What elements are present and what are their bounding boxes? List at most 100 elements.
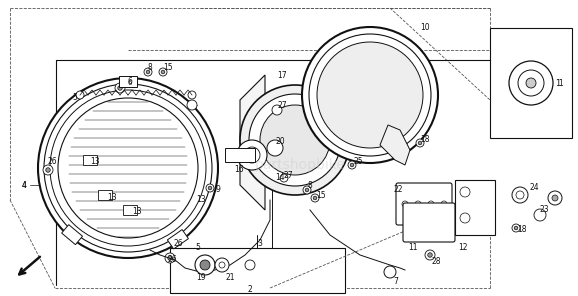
Text: 8: 8 [148,64,153,73]
Circle shape [146,70,150,74]
FancyBboxPatch shape [396,183,452,225]
Text: partshopbike: partshopbike [254,158,346,172]
Circle shape [46,168,50,172]
Circle shape [305,188,309,192]
Circle shape [188,91,196,99]
Circle shape [428,201,434,207]
Text: 13: 13 [196,195,206,205]
Text: 12: 12 [458,244,468,252]
Circle shape [311,194,319,202]
Text: 28: 28 [432,258,442,266]
Circle shape [159,68,167,76]
Polygon shape [380,125,410,165]
Circle shape [219,262,225,268]
Circle shape [187,100,197,110]
Text: 6: 6 [127,78,132,86]
Circle shape [173,240,177,244]
Text: 24: 24 [530,184,540,192]
Bar [123,205,137,215]
Circle shape [428,253,432,257]
Circle shape [240,85,350,195]
Circle shape [208,186,212,190]
Bar [168,230,188,249]
Circle shape [206,184,214,192]
Circle shape [418,141,422,145]
Circle shape [350,163,354,167]
Bar [83,155,97,165]
Circle shape [76,91,84,99]
Circle shape [267,140,283,156]
Text: 26: 26 [174,239,184,247]
Circle shape [348,161,356,169]
Circle shape [43,165,53,175]
Circle shape [215,258,229,272]
Text: 4: 4 [22,181,27,189]
Text: 26: 26 [48,157,58,166]
Bar [490,28,572,138]
Text: 27: 27 [284,170,294,179]
Circle shape [509,61,553,105]
Text: 2: 2 [247,286,252,295]
Polygon shape [240,75,265,210]
Text: 27: 27 [278,101,288,110]
Text: 1: 1 [555,78,560,88]
Circle shape [512,224,520,232]
Circle shape [518,70,544,96]
Text: 18: 18 [420,136,429,144]
Text: 6: 6 [128,80,132,86]
Circle shape [245,260,255,270]
Text: 9: 9 [215,186,220,194]
FancyBboxPatch shape [403,203,455,242]
Circle shape [548,191,562,205]
Circle shape [309,34,431,156]
Circle shape [402,201,408,207]
Text: 13: 13 [90,157,99,166]
Text: 18: 18 [517,226,527,234]
Text: 5: 5 [195,244,200,252]
Text: 20: 20 [276,138,286,147]
Text: 16: 16 [234,165,243,175]
Bar [98,190,112,200]
Text: 4: 4 [22,181,27,189]
Circle shape [384,266,396,278]
Circle shape [165,253,175,263]
Bar [225,148,255,162]
Circle shape [516,191,524,199]
Circle shape [552,195,558,201]
Text: 5: 5 [72,94,77,102]
Text: 19: 19 [196,274,206,282]
Text: 22: 22 [393,186,402,194]
Circle shape [313,196,317,200]
Circle shape [249,94,341,186]
Circle shape [460,213,470,223]
Text: 23: 23 [540,205,550,215]
Circle shape [115,83,125,93]
Circle shape [512,187,528,203]
Text: 10: 10 [420,23,429,33]
Circle shape [38,78,218,258]
Circle shape [244,147,260,163]
Circle shape [237,140,267,170]
Text: 26: 26 [168,255,177,265]
Circle shape [416,139,424,147]
Circle shape [170,237,180,247]
Circle shape [415,201,421,207]
Circle shape [460,187,470,197]
Circle shape [514,226,518,230]
Bar [62,225,83,245]
Text: 25: 25 [353,157,362,166]
Circle shape [195,255,215,275]
Circle shape [425,250,435,260]
Circle shape [272,105,282,115]
Circle shape [260,105,330,175]
Circle shape [168,256,172,260]
Text: 15: 15 [316,191,325,200]
Circle shape [50,90,206,246]
Circle shape [302,27,438,163]
Text: 1: 1 [558,78,563,88]
Text: 13: 13 [132,207,142,216]
Circle shape [534,209,546,221]
Circle shape [303,186,311,194]
Text: 3: 3 [257,239,262,247]
Bar [170,248,345,293]
